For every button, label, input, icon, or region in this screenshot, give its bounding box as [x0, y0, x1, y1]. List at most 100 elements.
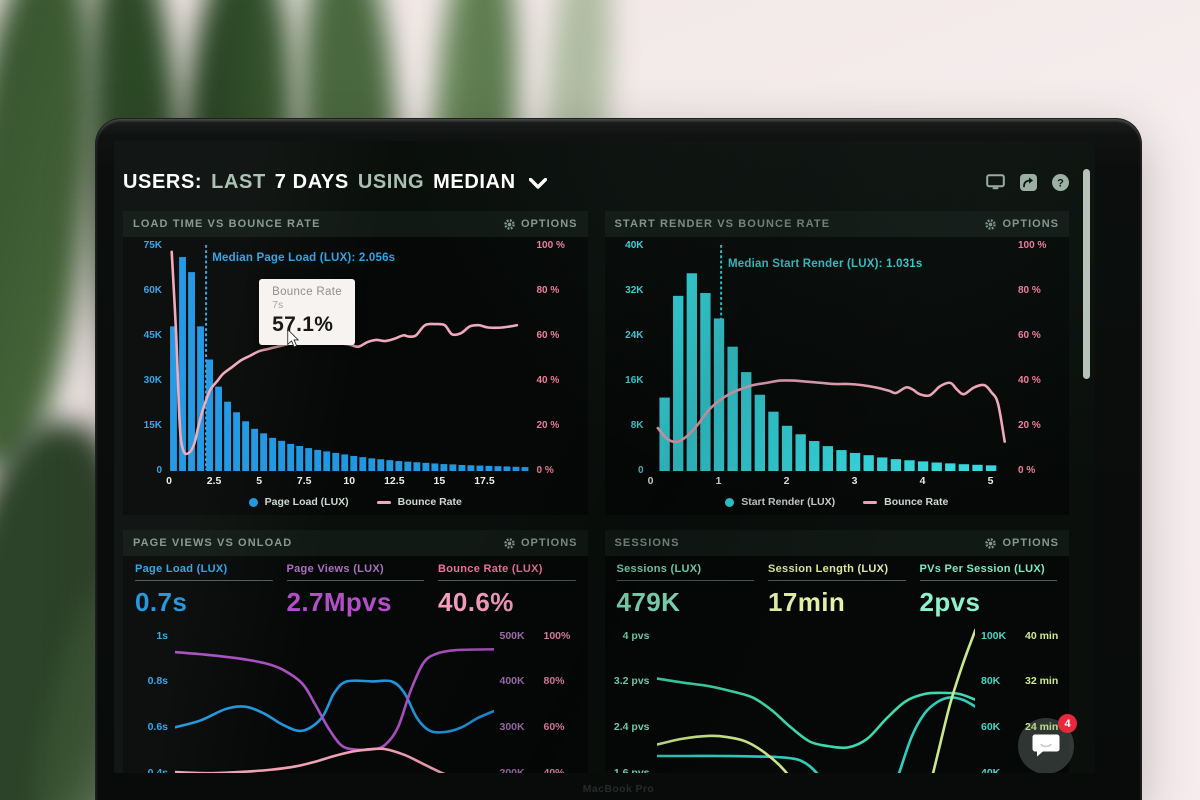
y-tick: 40 %: [536, 375, 560, 386]
y-tick: 100 %: [1018, 240, 1047, 251]
x-tick: 0: [166, 475, 172, 487]
legend-item: Bounce Rate: [376, 496, 462, 508]
y-tick: 0.6s: [147, 721, 168, 734]
laptop: USERS: LAST 7 DAYS USING MEDIAN: [95, 118, 1142, 800]
display-icon[interactable]: [986, 174, 1005, 190]
y-tick: 2.4 pvs: [613, 721, 650, 734]
chart-plot[interactable]: [657, 627, 976, 773]
median-annotation: Median Page Load (LUX): 2.056s: [212, 252, 396, 264]
y-axis-right: 100 % 80 % 60 % 40 % 20 % 0 %: [530, 240, 584, 476]
panel-title: PAGE VIEWS VS ONLOAD: [133, 537, 293, 549]
y-tick: 75K: [143, 240, 162, 251]
series-line: [657, 630, 976, 773]
y-tick: 45K: [143, 330, 162, 341]
x-tick: 4: [919, 475, 926, 487]
y-tick-pair: 200K40%: [500, 767, 578, 773]
legend: Start Render (LUX) Bounce Rate: [605, 489, 1070, 515]
notification-badge: 4: [1058, 714, 1077, 733]
title-segment: 7 DAYS: [274, 170, 349, 193]
y-tick: 40 %: [1018, 375, 1041, 386]
device-label: MacBook Pro: [582, 783, 655, 795]
legend: Page Load (LUX) Bounce Rate: [123, 489, 588, 515]
chart-plot[interactable]: Median Start Render (LUX): 1.031s: [651, 245, 1012, 471]
y-axis-left: 40K 32K 24K 16K 8K 0: [611, 240, 651, 476]
y-axis-left: 75K 60K 45K 30K 15K 0: [129, 240, 169, 476]
panel-load-time-vs-bounce-rate: LOAD TIME VS BOUNCE RATE OPTIONS 75K 60K 4…: [123, 211, 588, 515]
y-tick: 8K: [630, 420, 644, 431]
x-tick: 1: [715, 475, 722, 487]
y-tick: 0 %: [536, 465, 554, 476]
panel-grid: LOAD TIME VS BOUNCE RATE OPTIONS 75K 60K 4…: [123, 211, 1069, 773]
panel-title: START RENDER VS BOUNCE RATE: [614, 218, 831, 230]
y-tick: 100 %: [536, 240, 565, 251]
x-tick: 5: [256, 475, 263, 487]
laptop-screen: USERS: LAST 7 DAYS USING MEDIAN: [114, 141, 1095, 773]
series-line: [657, 697, 976, 773]
timeframe-dropdown[interactable]: USERS: LAST 7 DAYS USING MEDIAN: [123, 171, 547, 194]
y-axis-left: 1s 0.8s 0.6s 0.4s: [129, 627, 175, 774]
panel-title: SESSIONS: [614, 537, 680, 549]
chart-plot[interactable]: Median Page Load (LUX): 2.056s Bounce Ra…: [169, 245, 530, 471]
x-tick: 3: [851, 475, 858, 487]
y-tick-pair: 40K: [981, 767, 1059, 773]
series-line: [175, 681, 494, 733]
y-tick: 60 %: [536, 330, 560, 341]
y-tick: 80 %: [1018, 285, 1041, 296]
options-button[interactable]: OPTIONS: [985, 218, 1059, 230]
legend-dot: [725, 497, 735, 507]
scrollbar[interactable]: [1083, 169, 1090, 379]
y-tick: 0: [156, 465, 162, 476]
legend-line: [376, 500, 391, 504]
options-button[interactable]: OPTIONS: [504, 218, 578, 230]
y-tick: 0 %: [1018, 465, 1036, 476]
metric-row: Page Load (LUX) 0.7s Page Views (LUX) 2.…: [123, 556, 588, 627]
x-tick: 17.5: [474, 475, 495, 487]
chart-canvas: [651, 245, 1012, 471]
panel-page-views-vs-onload: PAGE VIEWS VS ONLOAD OPTIONS Page Load (…: [123, 530, 588, 773]
metric-pvs-per-session: PVs Per Session (LUX) 2pvs: [919, 563, 1057, 627]
y-tick: 16K: [625, 375, 644, 386]
legend-item: Start Render (LUX): [725, 496, 835, 508]
y-axis-left: 4 pvs 3.2 pvs 2.4 pvs 1.6 pvs: [611, 627, 657, 774]
svg-text:?: ?: [1057, 177, 1064, 189]
mouse-cursor: [287, 328, 300, 348]
share-icon[interactable]: [1020, 173, 1037, 191]
dashboard-header: USERS: LAST 7 DAYS USING MEDIAN: [123, 163, 1069, 201]
y-tick-pair: 400K 80%: [499, 675, 565, 688]
gear-icon: [985, 537, 997, 549]
options-button[interactable]: OPTIONS: [985, 537, 1059, 549]
y-tick: 60 %: [1018, 330, 1041, 341]
options-button[interactable]: OPTIONS: [504, 537, 578, 549]
x-tick: 7.5: [296, 475, 312, 487]
y-tick: 0.4s: [129, 767, 168, 773]
chart-plot[interactable]: [175, 627, 494, 773]
x-tick: 10: [343, 475, 356, 487]
y-tick: 24K: [625, 330, 644, 341]
gear-icon: [504, 218, 515, 230]
toolbar: ?: [986, 173, 1069, 191]
legend-item: Bounce Rate: [863, 496, 948, 508]
chat-launcher[interactable]: 4: [1018, 714, 1077, 773]
y-tick-pair: 300K 60%: [499, 721, 565, 734]
legend-item: Page Load (LUX): [248, 496, 349, 508]
y-tick-pair: 80K 32 min: [981, 675, 1059, 688]
y-tick: 60K: [143, 285, 162, 296]
metric-row: Sessions (LUX) 479K Session Length (LUX)…: [605, 556, 1070, 627]
x-tick: 5: [987, 475, 994, 487]
title-segment: MEDIAN: [433, 170, 516, 193]
help-icon[interactable]: ?: [1052, 173, 1069, 191]
title-segment: USERS:: [123, 170, 203, 193]
y-tick: 80 %: [536, 285, 560, 296]
metric-page-load: Page Load (LUX) 0.7s: [135, 563, 273, 627]
x-tick: 12.5: [384, 475, 405, 487]
y-tick: 40K: [625, 240, 644, 251]
y-tick: 4 pvs: [622, 629, 650, 642]
gear-icon: [504, 537, 515, 549]
y-tick: 0: [637, 465, 644, 476]
y-tick: 15K: [143, 420, 162, 431]
y-tick: 0.8s: [147, 675, 168, 688]
y-tick-pair: 60K 24 min: [981, 721, 1059, 734]
legend-line: [863, 500, 878, 504]
